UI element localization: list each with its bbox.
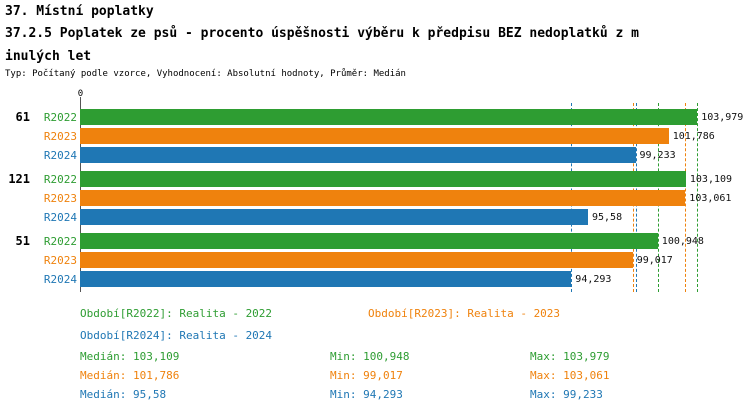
bar-R2023 <box>80 128 669 144</box>
bar-R2022 <box>80 171 686 187</box>
bar-R2024 <box>80 147 636 163</box>
group-label: 121 <box>8 172 30 186</box>
chart-subtitle-line2: inulých let <box>5 49 92 64</box>
stat-max-R2022: Max: 103,979 <box>530 350 610 363</box>
bar-R2023 <box>80 252 633 268</box>
series-label-R2024: R2024 <box>43 149 77 162</box>
stat-min-R2022: Min: 100,948 <box>330 350 410 363</box>
stat-median-R2024: Medián: 95,58 <box>80 388 167 401</box>
series-label-R2024: R2024 <box>43 273 77 286</box>
bar-value-label: 103,061 <box>689 193 732 204</box>
series-label-R2023: R2023 <box>43 130 77 143</box>
group-label: 61 <box>15 110 30 124</box>
stat-min-R2023: Min: 99,017 <box>330 369 403 382</box>
group-label: 51 <box>15 234 30 248</box>
bar-R2023 <box>80 190 686 206</box>
series-label-R2022: R2022 <box>43 173 77 186</box>
report-title: 37. Místní poplatky <box>5 4 154 19</box>
chart-meta-line: Typ: Počítaný podle vzorce, Vyhodnocení:… <box>5 69 406 79</box>
stat-max-R2024: Max: 99,233 <box>530 388 603 401</box>
bar-value-label: 95,58 <box>592 212 623 223</box>
series-label-R2022: R2022 <box>43 235 77 248</box>
legend-item-R2023: Období[R2023]: Realita - 2023 <box>368 307 561 320</box>
series-label-R2023: R2023 <box>43 254 77 267</box>
guide-max-R2023 <box>685 103 687 292</box>
bar-value-label: 103,109 <box>689 174 733 185</box>
series-label-R2022: R2022 <box>43 111 77 124</box>
bar-value-label: 100,948 <box>661 236 704 247</box>
bar-value-label: 103,979 <box>701 112 744 123</box>
series-label-R2024: R2024 <box>43 211 77 224</box>
bar-value-label: 99,017 <box>636 255 673 266</box>
stat-median-R2023: Medián: 101,786 <box>80 369 180 382</box>
bar-value-label: 99,233 <box>639 150 676 161</box>
legend-item-R2024: Období[R2024]: Realita - 2024 <box>80 329 273 342</box>
bar-R2024 <box>80 209 588 225</box>
stat-max-R2023: Max: 103,061 <box>530 369 610 382</box>
axis-origin-label: 0 <box>77 89 84 99</box>
stat-min-R2024: Min: 94,293 <box>330 388 403 401</box>
bar-R2024 <box>80 271 572 287</box>
chart-subtitle-line1: 37.2.5 Poplatek ze psů - procento úspěšn… <box>5 26 639 41</box>
legend-item-R2022: Období[R2022]: Realita - 2022 <box>80 307 273 320</box>
series-label-R2023: R2023 <box>43 192 77 205</box>
stat-median-R2022: Medián: 103,109 <box>80 350 180 363</box>
bar-R2022 <box>80 109 698 125</box>
bar-value-label: 94,293 <box>575 274 612 285</box>
bar-value-label: 101,786 <box>672 131 715 142</box>
guide-max-R2022 <box>697 103 699 292</box>
bar-R2022 <box>80 233 658 249</box>
